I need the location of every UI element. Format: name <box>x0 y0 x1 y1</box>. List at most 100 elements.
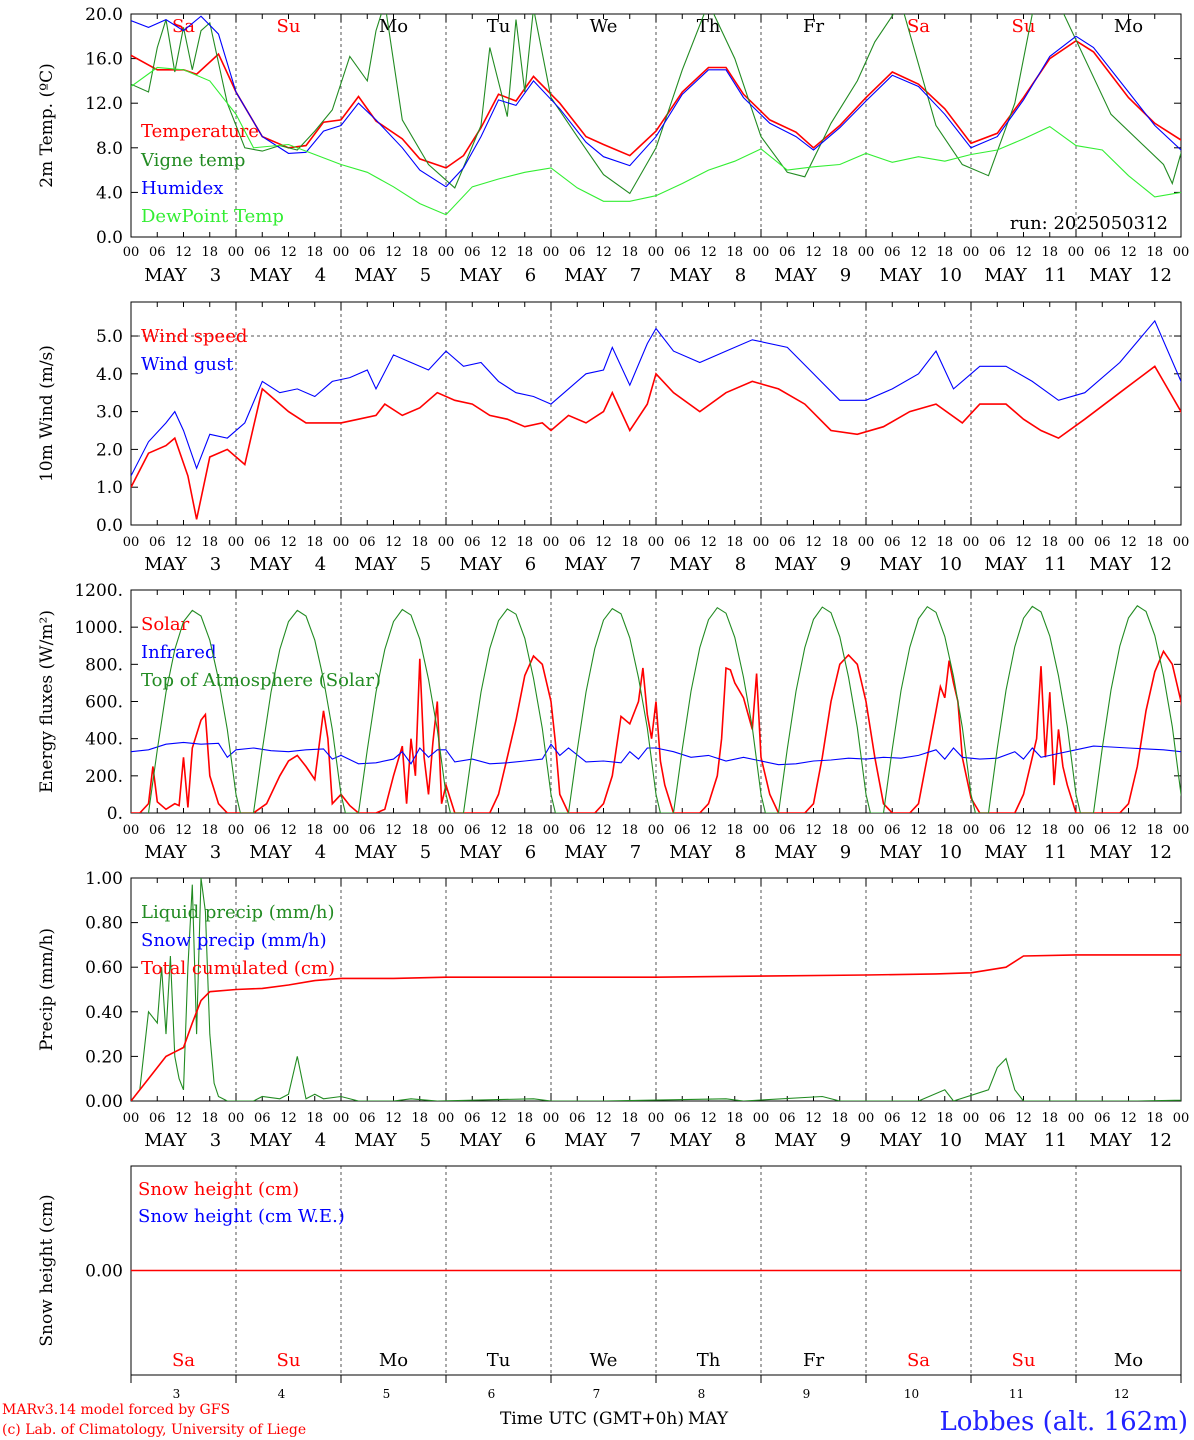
bottom-axis-title: Time UTC (GMT+0h) <box>500 1409 684 1429</box>
x-hour-label: 00 <box>1173 1111 1190 1126</box>
x-hour-label: 06 <box>149 245 166 260</box>
x-hour-label: 06 <box>569 1111 586 1126</box>
weekday-label: We <box>590 1350 618 1371</box>
x-hour-label: 12 <box>595 823 612 838</box>
x-date-month: MAY <box>564 842 608 863</box>
x-hour-label: 06 <box>989 535 1006 550</box>
x-hour-label: 00 <box>1068 823 1085 838</box>
x-date-day: 7 <box>630 842 641 863</box>
x-hour-label: 12 <box>1120 1111 1137 1126</box>
y-tick-label: 1200. <box>74 581 123 601</box>
x-hour-label: 00 <box>858 535 875 550</box>
x-hour-label: 18 <box>411 535 428 550</box>
weekday-label: Sa <box>172 1350 195 1371</box>
x-hour-label: 00 <box>228 535 245 550</box>
weekday-label: Su <box>1012 16 1036 37</box>
x-hour-label: 12 <box>385 1111 402 1126</box>
x-date-month: MAY <box>249 842 293 863</box>
x-hour-label: 18 <box>621 823 638 838</box>
series-line-infrared <box>131 741 1181 766</box>
x-hour-label: 00 <box>648 535 665 550</box>
series-line-vigne-temp <box>131 14 1181 195</box>
x-hour-label: 12 <box>280 245 297 260</box>
run-annotation: run: 2025050312 <box>1010 213 1168 234</box>
x-date-day: 4 <box>315 1130 326 1151</box>
x-date-day: 5 <box>420 842 431 863</box>
weekday-label: Tu <box>487 1350 511 1371</box>
x-date-day: 3 <box>210 842 221 863</box>
y-tick-label: 4.0 <box>96 183 123 203</box>
x-hour-label: 12 <box>385 535 402 550</box>
x-hour-label: 00 <box>648 1111 665 1126</box>
day-number-label: 7 <box>593 1387 601 1401</box>
x-date-day: 12 <box>1149 554 1172 575</box>
x-hour-label: 12 <box>700 245 717 260</box>
weekday-label: Mo <box>379 1350 408 1371</box>
x-date-month: MAY <box>774 1130 818 1151</box>
x-hour-label: 18 <box>1146 823 1163 838</box>
x-hour-label: 18 <box>201 535 218 550</box>
x-hour-label: 06 <box>359 1111 376 1126</box>
x-hour-label: 18 <box>1041 245 1058 260</box>
y-tick-label: 1000. <box>74 618 123 638</box>
x-hour-label: 06 <box>149 823 166 838</box>
x-date-month: MAY <box>564 1130 608 1151</box>
weekday-label: Sa <box>907 1350 930 1371</box>
weekday-label: Tu <box>487 16 511 37</box>
x-date-day: 8 <box>735 265 746 286</box>
weekday-label: Mo <box>379 16 408 37</box>
x-date-month: MAY <box>459 1130 503 1151</box>
x-hour-label: 18 <box>831 245 848 260</box>
x-date-day: 10 <box>939 265 962 286</box>
y-tick-label: 0.40 <box>85 1003 123 1023</box>
x-hour-label: 06 <box>464 823 481 838</box>
y-tick-label: 600. <box>85 693 123 713</box>
x-hour-label: 18 <box>936 535 953 550</box>
x-hour-label: 12 <box>1015 535 1032 550</box>
x-hour-label: 12 <box>700 1111 717 1126</box>
legend-entry: Snow height (cm W.E.) <box>138 1206 345 1227</box>
x-hour-label: 00 <box>333 535 350 550</box>
x-hour-label: 06 <box>464 245 481 260</box>
x-date-month: MAY <box>774 554 818 575</box>
x-hour-label: 06 <box>1094 823 1111 838</box>
x-date-day: 8 <box>735 1130 746 1151</box>
x-date-day: 10 <box>939 842 962 863</box>
x-date-day: 10 <box>939 554 962 575</box>
x-date-day: 11 <box>1044 842 1067 863</box>
x-hour-label: 18 <box>1041 535 1058 550</box>
x-hour-label: 18 <box>1146 1111 1163 1126</box>
day-number-label: 8 <box>698 1387 706 1401</box>
x-hour-label: 00 <box>963 1111 980 1126</box>
x-hour-label: 18 <box>411 1111 428 1126</box>
x-hour-label: 06 <box>254 535 271 550</box>
x-hour-label: 06 <box>989 245 1006 260</box>
weekday-label: Su <box>277 1350 301 1371</box>
day-number-label: 11 <box>1009 1387 1024 1401</box>
x-hour-label: 12 <box>700 823 717 838</box>
y-tick-label: 200. <box>85 767 123 787</box>
x-hour-label: 18 <box>726 1111 743 1126</box>
x-hour-label: 06 <box>884 1111 901 1126</box>
x-date-day: 4 <box>315 265 326 286</box>
x-hour-label: 00 <box>1068 1111 1085 1126</box>
y-tick-label: 3.0 <box>96 403 123 423</box>
x-hour-label: 00 <box>753 1111 770 1126</box>
x-date-day: 5 <box>420 554 431 575</box>
chart-panel-1: 0.0 4.0 8.0 12.0 16.0 20.0 00 06 12 18 00 06 12 18 00 0… <box>37 5 1189 286</box>
legend-entry: Liquid precip (mm/h) <box>141 902 335 923</box>
x-date-month: MAY <box>354 1130 398 1151</box>
x-date-day: 9 <box>840 1130 851 1151</box>
y-tick-label: 0.0 <box>96 516 123 536</box>
series-line-solar <box>131 649 1181 813</box>
x-hour-label: 00 <box>123 1111 140 1126</box>
x-hour-label: 00 <box>228 245 245 260</box>
x-hour-label: 12 <box>595 1111 612 1126</box>
x-hour-label: 12 <box>175 535 192 550</box>
x-hour-label: 00 <box>228 823 245 838</box>
x-hour-label: 06 <box>674 823 691 838</box>
series-line-dewpoint-temp <box>131 66 1181 216</box>
x-hour-label: 06 <box>569 245 586 260</box>
x-date-day: 8 <box>735 554 746 575</box>
weekday-label: Sa <box>907 16 930 37</box>
